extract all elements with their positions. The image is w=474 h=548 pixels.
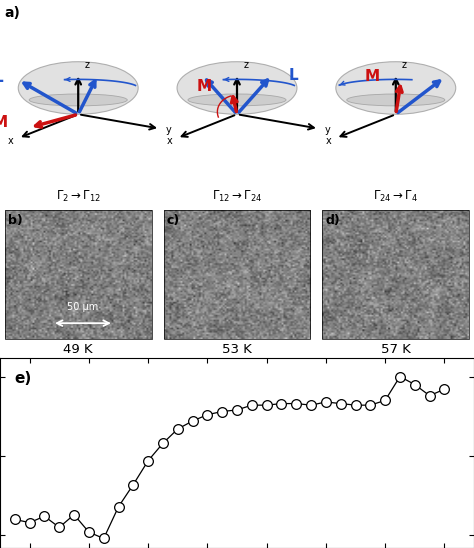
- Text: L: L: [0, 70, 3, 84]
- Text: e): e): [14, 371, 31, 386]
- Text: x: x: [8, 136, 13, 146]
- Text: M: M: [364, 68, 379, 83]
- Ellipse shape: [18, 62, 138, 115]
- Ellipse shape: [188, 94, 286, 106]
- Text: z: z: [402, 60, 407, 70]
- Text: y: y: [166, 125, 172, 135]
- Text: 49 K: 49 K: [64, 343, 93, 356]
- Text: z: z: [243, 60, 248, 70]
- Text: M: M: [0, 116, 7, 130]
- Text: $\Gamma_{24} \rightarrow \Gamma_{4}$: $\Gamma_{24} \rightarrow \Gamma_{4}$: [373, 189, 419, 204]
- Text: d): d): [325, 214, 340, 227]
- Text: 53 K: 53 K: [222, 343, 252, 356]
- Text: x: x: [325, 136, 331, 146]
- Text: M: M: [197, 79, 212, 94]
- Text: c): c): [166, 214, 180, 227]
- Text: 50 μm: 50 μm: [67, 302, 99, 312]
- Text: L: L: [289, 67, 299, 83]
- Bar: [322, 210, 469, 339]
- Ellipse shape: [346, 94, 445, 106]
- Text: $\Gamma_{12} \rightarrow \Gamma_{24}$: $\Gamma_{12} \rightarrow \Gamma_{24}$: [212, 189, 262, 204]
- Text: x: x: [166, 136, 172, 146]
- Text: b): b): [8, 214, 22, 227]
- Text: y: y: [325, 125, 330, 135]
- Text: z: z: [84, 60, 90, 70]
- Ellipse shape: [29, 94, 127, 106]
- Text: a): a): [5, 6, 20, 20]
- Ellipse shape: [177, 62, 297, 115]
- Text: $\Gamma_2 \rightarrow \Gamma_{12}$: $\Gamma_2 \rightarrow \Gamma_{12}$: [56, 189, 100, 204]
- Bar: [164, 210, 310, 339]
- Ellipse shape: [336, 62, 456, 115]
- Text: 57 K: 57 K: [381, 343, 411, 356]
- Bar: [5, 210, 152, 339]
